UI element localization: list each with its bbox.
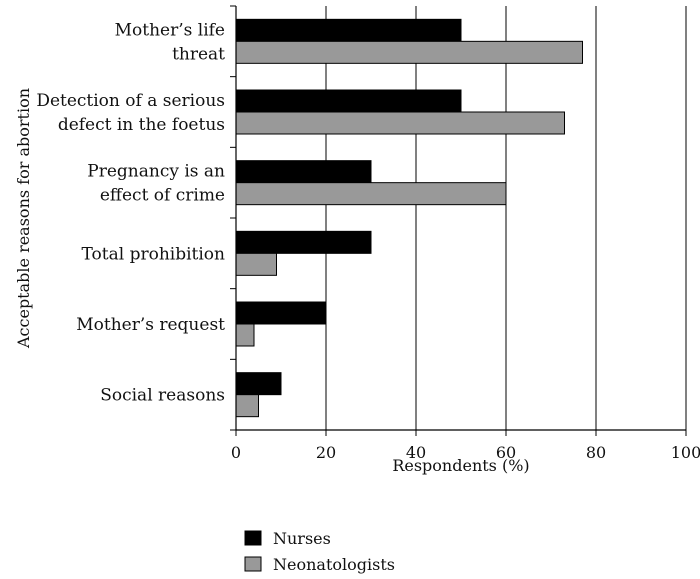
y-axis-title: Acceptable reasons for abortion [14,88,33,349]
bar-nurses [235,160,372,184]
axes [230,5,687,436]
legend-label: Nurses [273,529,331,548]
bar-neonatologists [235,182,507,206]
legend-swatch [244,530,262,546]
category-label: Mother’s life [115,20,225,40]
bar-nurses [235,372,282,396]
category-label: Social reasons [100,386,225,406]
bar-neonatologists [235,40,583,64]
category-label: Mother’s request [76,315,225,335]
bar-nurses [235,18,462,42]
x-tick-label: 0 [231,443,241,462]
grid [325,6,687,430]
legend: Nurses Neonatologists [244,529,395,574]
category-label: threat [172,44,225,64]
bar-nurses [235,230,372,254]
bars [235,18,583,418]
x-tick-label: 40 [406,443,426,462]
bar-neonatologists [235,394,259,418]
category-label: defect in the foetus [58,115,225,135]
x-tick-label: 60 [496,443,516,462]
category-label: Pregnancy is an [87,162,225,182]
x-axis-title: Respondents (%) [392,456,529,475]
bar-neonatologists [235,252,277,276]
x-tick-labels: 0 20 40 60 80 100 [231,443,700,462]
category-label: Detection of a serious [36,91,225,111]
bar-nurses [235,301,327,325]
bar-nurses [235,89,462,113]
x-tick-label: 80 [586,443,606,462]
x-tick-label: 100 [671,443,700,462]
bar-neonatologists [235,323,255,347]
category-label: effect of crime [100,186,225,206]
x-tick-label: 20 [316,443,336,462]
bar-neonatologists [235,111,565,135]
legend-label: Neonatologists [273,555,395,574]
legend-swatch [244,556,262,572]
category-label: Total prohibition [82,244,226,264]
category-labels: Mother’s life threat Detection of a seriou… [36,20,225,405]
